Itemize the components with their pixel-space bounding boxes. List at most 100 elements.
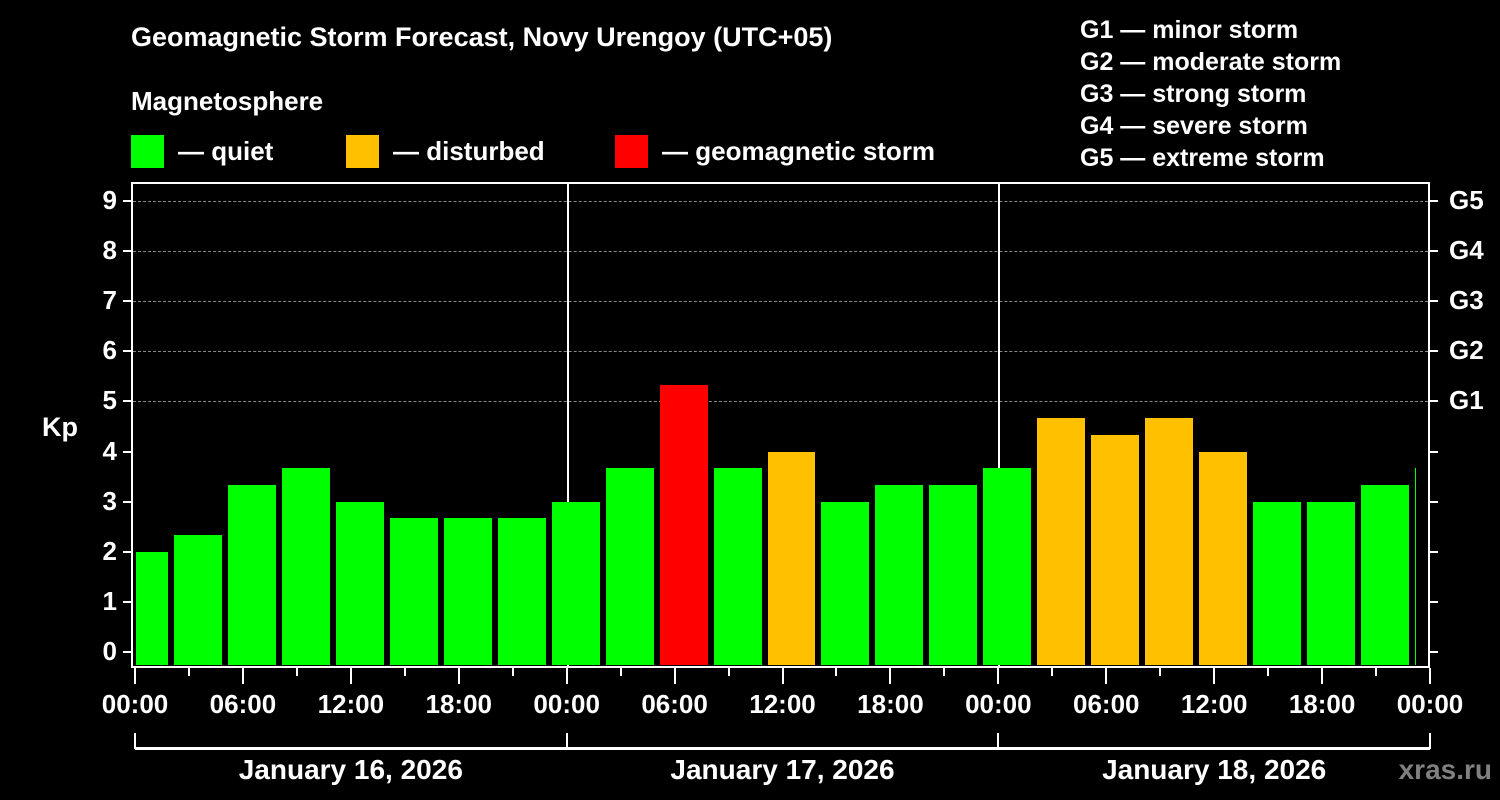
kp-bar xyxy=(389,518,438,665)
grid-line xyxy=(133,351,1428,353)
kp-bar xyxy=(1253,501,1302,665)
x-tick-label: 12:00 xyxy=(749,689,816,719)
kp-bar xyxy=(713,468,762,665)
x-tick-label: 00:00 xyxy=(101,689,169,719)
y-tick xyxy=(123,500,131,503)
x-tick xyxy=(1213,668,1216,684)
y-tick-right xyxy=(1430,350,1438,353)
x-tick xyxy=(1051,668,1054,676)
y-tick xyxy=(123,400,131,403)
x-tick xyxy=(943,668,946,676)
x-tick-label: 06:00 xyxy=(1073,689,1140,719)
y-tick-right xyxy=(1430,250,1438,253)
kp-bar xyxy=(1307,501,1356,665)
x-tick xyxy=(997,668,1000,684)
kp-bar xyxy=(767,451,816,665)
legend-item-disturbed: — disturbed xyxy=(346,134,545,168)
g-level-label: G5 xyxy=(1449,185,1484,215)
chart-title: Geomagnetic Storm Forecast, Novy Urengoy… xyxy=(131,22,833,52)
y-tick-right xyxy=(1430,651,1438,653)
legend-title: Magnetosphere xyxy=(131,86,324,116)
y-tick-label: 0 xyxy=(102,636,117,666)
kp-bar xyxy=(281,468,330,665)
legend-item-quiet: — quiet xyxy=(131,134,273,168)
x-tick xyxy=(511,668,514,676)
kp-bar xyxy=(875,485,924,665)
x-tick xyxy=(619,668,622,676)
g-scale-list: G1 — minor storm G2 — moderate storm G3 … xyxy=(1080,14,1341,174)
x-tick-label: 06:00 xyxy=(641,689,708,719)
kp-bar xyxy=(1037,417,1086,665)
kp-bar xyxy=(227,485,276,665)
day-bracket-tick xyxy=(134,733,136,749)
x-tick xyxy=(1375,668,1378,676)
y-tick xyxy=(123,550,131,553)
x-tick xyxy=(565,668,568,684)
day-label: January 17, 2026 xyxy=(670,754,895,785)
day-bracket-tick xyxy=(997,733,1000,749)
x-tick xyxy=(889,668,892,684)
quiet-swatch-icon xyxy=(131,134,164,168)
x-tick-label: 18:00 xyxy=(857,689,924,719)
x-tick xyxy=(1429,668,1431,684)
g-scale-item: G3 — strong storm xyxy=(1080,80,1307,108)
legend-item-storm: — geomagnetic storm xyxy=(615,134,935,168)
x-tick xyxy=(187,668,190,676)
grid-line xyxy=(133,201,1428,202)
x-tick xyxy=(1105,668,1108,684)
y-tick-label: 3 xyxy=(102,485,117,516)
day-bracket-line xyxy=(135,747,1430,750)
y-tick-right xyxy=(1430,400,1438,403)
watermark: xras.ru xyxy=(1398,754,1492,785)
y-tick xyxy=(123,250,131,253)
kp-bar xyxy=(929,485,978,665)
grid-line xyxy=(133,401,1428,403)
grid-line xyxy=(133,301,1428,303)
kp-bar xyxy=(605,468,654,665)
kp-bar xyxy=(1415,468,1416,665)
kp-bar xyxy=(173,535,222,665)
y-tick xyxy=(123,350,131,353)
g-scale-item: G2 — moderate storm xyxy=(1080,48,1342,76)
y-tick xyxy=(123,651,131,653)
x-tick xyxy=(781,668,784,684)
y-tick xyxy=(123,600,131,603)
y-tick-label: 5 xyxy=(102,385,117,416)
g-scale-item: G5 — extreme storm xyxy=(1080,144,1325,172)
storm-swatch-icon xyxy=(615,134,648,168)
legend-label-disturbed: — disturbed xyxy=(393,135,545,166)
x-tick xyxy=(835,668,838,676)
x-tick-label: 18:00 xyxy=(1288,689,1356,719)
y-tick-right xyxy=(1430,600,1438,603)
day-label: January 16, 2026 xyxy=(238,754,463,785)
g-level-label: G1 xyxy=(1449,385,1484,416)
kp-bar xyxy=(497,518,546,665)
kp-bar xyxy=(659,384,708,665)
y-tick-right xyxy=(1430,450,1438,453)
grid-line xyxy=(133,251,1428,253)
day-bracket-tick xyxy=(1429,733,1431,749)
x-tick xyxy=(1321,668,1324,684)
y-axis-label: Kp xyxy=(42,412,78,442)
x-tick-label: 00:00 xyxy=(1396,689,1464,719)
legend-label-storm: — geomagnetic storm xyxy=(662,135,936,166)
x-tick xyxy=(727,668,730,676)
kp-bar xyxy=(335,501,384,665)
g-level-label: G3 xyxy=(1449,285,1484,316)
g-scale-item: G4 — severe storm xyxy=(1080,112,1308,140)
x-tick xyxy=(403,668,406,676)
x-tick xyxy=(241,668,244,684)
y-tick-label: 7 xyxy=(102,285,117,316)
y-tick xyxy=(123,300,131,303)
x-tick-label: 12:00 xyxy=(1180,689,1248,719)
x-tick xyxy=(295,668,298,676)
x-tick-label: 00:00 xyxy=(533,689,600,719)
x-tick-label: 12:00 xyxy=(317,689,385,719)
x-tick-label: 06:00 xyxy=(209,689,277,719)
y-tick-right xyxy=(1430,550,1438,553)
day-bracket-tick xyxy=(565,733,568,749)
kp-bar xyxy=(983,468,1032,665)
y-tick-right xyxy=(1430,200,1438,202)
y-tick-label: 8 xyxy=(102,235,117,266)
y-tick-label: 4 xyxy=(102,435,117,466)
